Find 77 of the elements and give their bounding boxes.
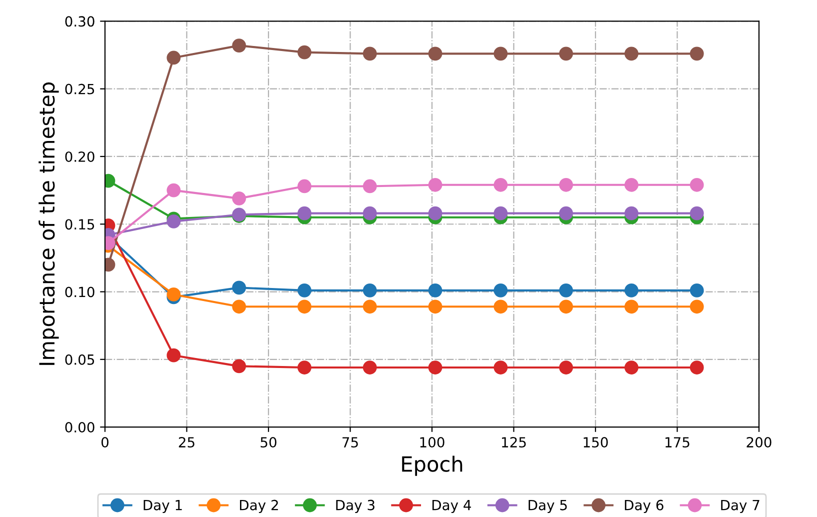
point <box>559 360 574 374</box>
point <box>494 300 508 314</box>
point <box>690 46 704 61</box>
point <box>166 50 181 65</box>
point <box>362 179 377 194</box>
y-axis-title: Importance of the timestep <box>38 82 59 365</box>
point <box>624 360 638 374</box>
x-tick-label: 175 <box>666 437 690 448</box>
point <box>166 214 181 228</box>
point <box>624 283 638 298</box>
x-tick-label: 75 <box>342 437 358 448</box>
point <box>166 288 181 302</box>
x-tick-label: 25 <box>178 437 194 448</box>
point <box>690 178 704 192</box>
y-tick-label: 0.05 <box>65 354 94 365</box>
legend-label: Day 6 <box>624 500 664 514</box>
legend-label: Day 4 <box>432 500 471 514</box>
point <box>232 38 246 52</box>
x-tick-label: 100 <box>420 437 444 448</box>
point <box>298 283 312 298</box>
point <box>298 206 312 220</box>
point <box>232 280 246 295</box>
point <box>428 283 442 298</box>
point <box>690 300 704 314</box>
point <box>624 206 638 220</box>
x-axis-title: Epoch <box>402 456 462 476</box>
y-tick-label: 0.10 <box>65 286 94 298</box>
point <box>624 178 638 192</box>
point <box>428 206 442 220</box>
point <box>428 360 442 374</box>
point <box>428 300 442 314</box>
point <box>298 360 312 374</box>
y-tick-label: 0.00 <box>65 422 94 433</box>
legend-label: Day 5 <box>528 500 567 514</box>
point <box>624 300 638 314</box>
point <box>428 178 442 192</box>
y-tick-label: 0.25 <box>65 84 94 94</box>
x-tick-label: 200 <box>746 437 772 448</box>
point <box>494 178 508 192</box>
point <box>362 360 377 374</box>
point <box>298 179 312 194</box>
x-tick-label: 0 <box>101 437 108 448</box>
legend-label: Day 7 <box>721 500 760 514</box>
legend-label: Day 3 <box>336 500 374 514</box>
x-tick-label: 150 <box>584 437 608 448</box>
point <box>166 183 181 198</box>
x-tick-label: 50 <box>260 437 276 448</box>
point <box>624 46 638 61</box>
point <box>232 300 246 314</box>
point <box>232 191 246 206</box>
point <box>559 46 574 61</box>
point <box>298 300 312 314</box>
point <box>362 206 377 220</box>
y-tick-label: 0.15 <box>65 219 94 230</box>
point <box>232 359 246 374</box>
point <box>494 206 508 220</box>
point <box>362 46 377 61</box>
point <box>428 46 442 61</box>
point <box>362 283 377 298</box>
point <box>494 283 508 298</box>
point <box>166 348 181 362</box>
legend-label: Day 2 <box>240 500 278 514</box>
point <box>298 45 312 60</box>
point <box>690 360 704 374</box>
point <box>559 283 574 298</box>
y-tick-label: 0.30 <box>65 16 94 27</box>
point <box>690 283 704 298</box>
point <box>559 206 574 220</box>
x-tick-label: 125 <box>502 437 526 448</box>
point <box>690 206 704 220</box>
point <box>494 360 508 374</box>
legend-label: Day 1 <box>144 500 182 514</box>
point <box>559 300 574 314</box>
point <box>362 300 377 314</box>
y-tick-label: 0.20 <box>65 151 94 162</box>
point <box>559 178 574 192</box>
point <box>494 46 508 61</box>
